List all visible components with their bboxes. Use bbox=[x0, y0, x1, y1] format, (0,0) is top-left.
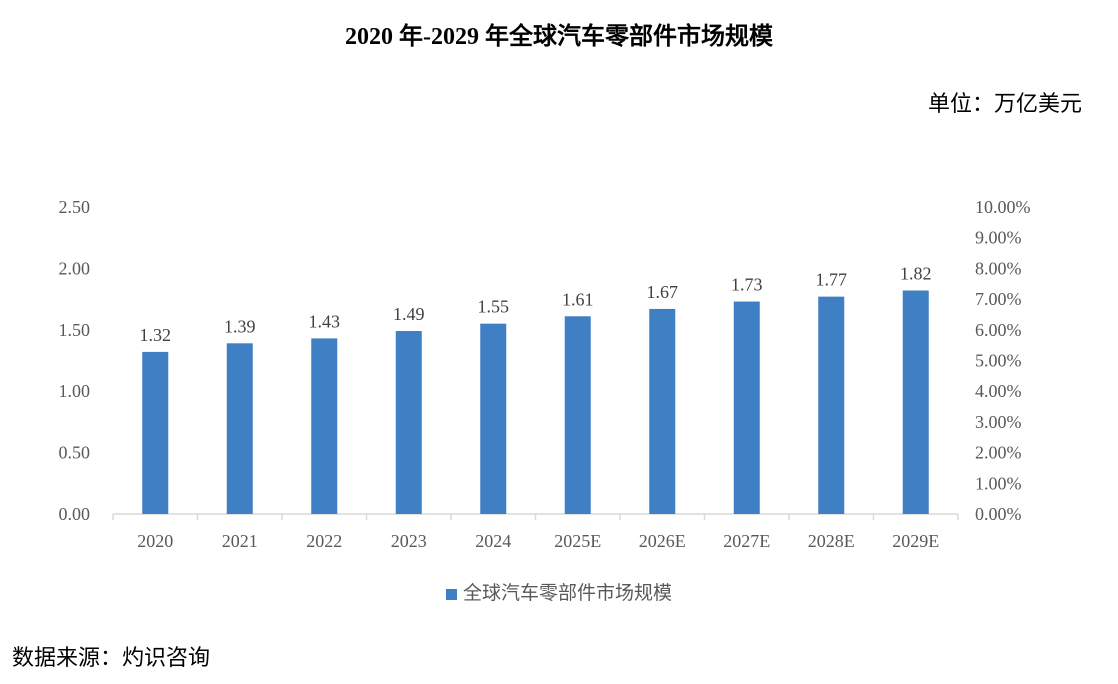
y-tick-label: 1.00 bbox=[59, 381, 91, 401]
y2-tick-label: 9.00% bbox=[975, 228, 1022, 248]
x-tick-label: 2020 bbox=[137, 531, 173, 551]
legend: 全球汽车零部件市场规模 bbox=[0, 578, 1118, 605]
bar bbox=[733, 301, 760, 514]
data-label: 1.43 bbox=[309, 311, 341, 331]
y-tick-label: 1.50 bbox=[59, 320, 91, 340]
y2-tick-label: 5.00% bbox=[975, 351, 1022, 371]
x-tick-label: 2021 bbox=[222, 531, 258, 551]
unit-label: 单位：万亿美元 bbox=[927, 91, 1082, 116]
bar bbox=[564, 316, 591, 514]
chart-title: 2020 年-2029 年全球汽车零部件市场规模 bbox=[345, 24, 773, 50]
y2-tick-label: 0.00% bbox=[975, 504, 1022, 524]
data-label: 1.32 bbox=[140, 325, 172, 345]
data-label: 1.39 bbox=[224, 316, 256, 336]
source-note: 数据来源：灼识咨询 bbox=[12, 645, 211, 670]
x-tick-label: 2028E bbox=[808, 531, 855, 551]
x-tick-label: 2027E bbox=[723, 531, 770, 551]
y2-tick-label: 2.00% bbox=[975, 443, 1022, 463]
y2-tick-label: 1.00% bbox=[975, 473, 1022, 493]
y2-tick-label: 8.00% bbox=[975, 258, 1022, 278]
x-tick-label: 2025E bbox=[554, 531, 601, 551]
data-label: 1.73 bbox=[731, 275, 763, 295]
y-tick-label: 2.50 bbox=[59, 197, 91, 217]
bar bbox=[311, 338, 338, 514]
y2-tick-label: 7.00% bbox=[975, 289, 1022, 309]
bar bbox=[649, 308, 676, 514]
x-tick-label: 2022 bbox=[306, 531, 342, 551]
x-tick-label: 2024 bbox=[475, 531, 511, 551]
bar bbox=[142, 351, 169, 514]
y2-tick-label: 6.00% bbox=[975, 320, 1022, 340]
x-tick-label: 2023 bbox=[391, 531, 427, 551]
data-label: 1.61 bbox=[562, 289, 594, 309]
y2-tick-label: 4.00% bbox=[975, 381, 1022, 401]
y2-tick-label: 3.00% bbox=[975, 412, 1022, 432]
data-label: 1.77 bbox=[816, 270, 848, 290]
bar bbox=[902, 290, 929, 514]
y-tick-label: 0.50 bbox=[59, 443, 91, 463]
x-tick-label: 2029E bbox=[892, 531, 939, 551]
y-tick-label: 0.00 bbox=[59, 504, 91, 524]
data-label: 1.67 bbox=[647, 282, 679, 302]
bar bbox=[395, 331, 422, 514]
bar bbox=[226, 343, 253, 514]
y-tick-label: 2.00 bbox=[59, 258, 91, 278]
x-tick-label: 2026E bbox=[639, 531, 686, 551]
bar bbox=[818, 296, 845, 514]
data-label: 1.55 bbox=[478, 297, 510, 317]
bar bbox=[480, 323, 507, 514]
data-label: 1.49 bbox=[393, 304, 425, 324]
data-label: 1.82 bbox=[900, 264, 932, 284]
legend-label: 全球汽车零部件市场规模 bbox=[462, 583, 672, 604]
y2-tick-label: 10.00% bbox=[975, 197, 1031, 217]
legend-swatch bbox=[445, 589, 457, 601]
